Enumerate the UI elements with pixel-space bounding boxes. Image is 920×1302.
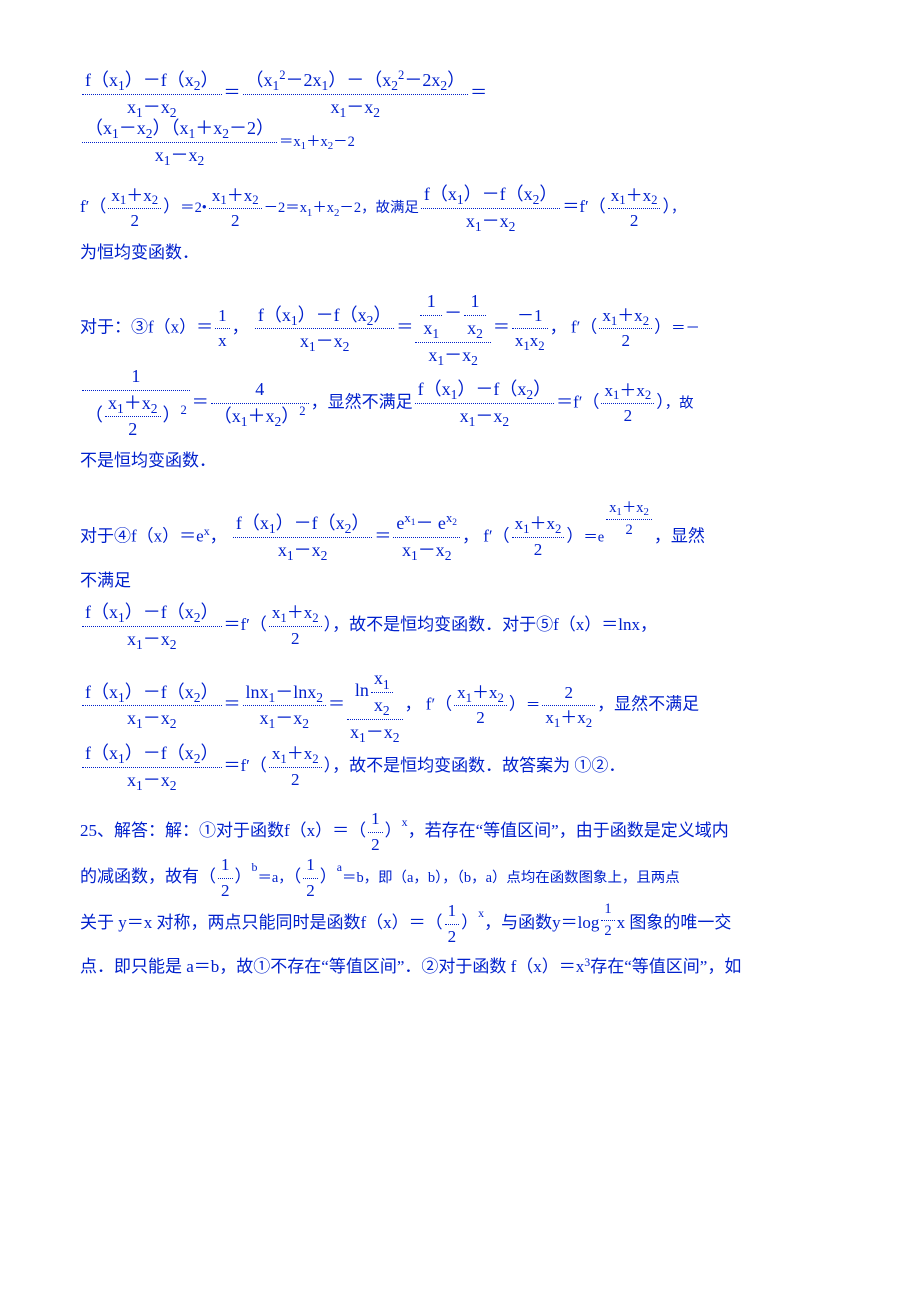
frac-expanded: （x12－2x1）－（x22－2x2） x1－x2 [243, 70, 469, 118]
conclusion-1: 为恒均变函数． [80, 233, 840, 274]
step-case-4: 对于④f（x）＝ex， f（x1）－f（x2）x1－x2＝ex1－ ex2x1－… [80, 500, 840, 651]
conclusion-3: 不是恒均变函数． [80, 441, 840, 482]
frac-diff-quotient: f（x1）－f（x2） x1－x2 [82, 70, 222, 118]
step-derivative-midpoint: f′（x1＋x22）＝2•x1＋x22－2＝x1＋x2－2，故满足f（x1）－f… [80, 184, 840, 273]
frac-factored: （x1－x2）（x1＋x2－2） x1－x2 [82, 118, 277, 166]
step-case-5: f（x1）－f（x2）x1－x2＝lnx1－lnx2x1－x2＝lnx1x2x1… [80, 668, 840, 791]
problem-25: 25、解答：解：①对于函数f（x）＝（12）x，若存在“等值区间”，由于函数是定… [80, 809, 840, 987]
step-case-3: 对于：③f（x）＝1x， f（x1）－f（x2）x1－x2＝1x1－1x2x1－… [80, 291, 840, 481]
step-quadratic-diff: f（x1）－f（x2） x1－x2 ＝ （x12－2x1）－（x22－2x2） … [80, 70, 840, 166]
